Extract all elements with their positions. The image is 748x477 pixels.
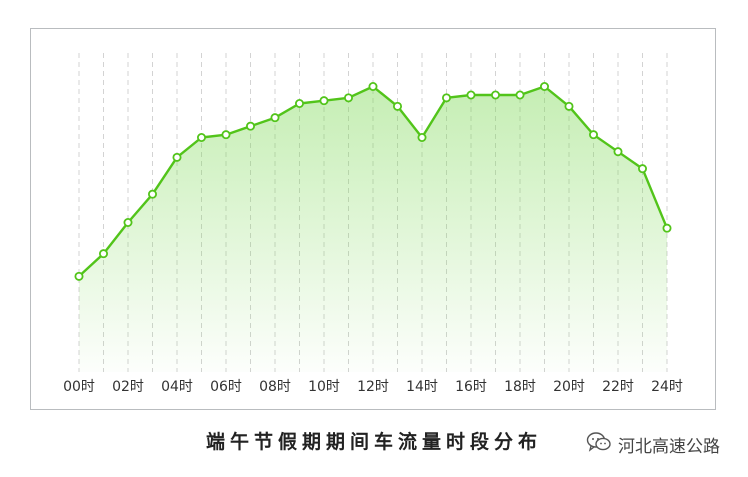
x-tick-label: 14时 <box>406 379 438 395</box>
chart-caption: 端午节假期期间车流量时段分布 <box>205 431 542 453</box>
data-point-20 <box>564 101 574 111</box>
data-point-7 <box>245 121 255 131</box>
data-point-19 <box>539 82 549 92</box>
data-point-5 <box>196 133 206 143</box>
data-point-23 <box>638 164 648 174</box>
data-point-10 <box>319 96 329 106</box>
wechat-icon <box>586 431 612 458</box>
watermark: 河北高速公路 <box>586 431 720 458</box>
x-tick-label: 04时 <box>161 379 193 395</box>
watermark-text: 河北高速公路 <box>618 436 720 457</box>
chart-card: 00时 02时 04时 06时 08时 10时 12时 14时 16时 18时 20时 22时 24时 <box>30 28 716 410</box>
data-point-6 <box>221 130 231 140</box>
data-point-13 <box>392 101 402 111</box>
data-point-21 <box>589 130 599 140</box>
x-tick-label: 16时 <box>455 379 487 395</box>
data-point-3 <box>148 189 158 199</box>
x-tick-label: 00时 <box>63 379 95 395</box>
data-point-11 <box>343 93 353 103</box>
data-point-4 <box>172 152 182 162</box>
data-point-16 <box>466 90 476 100</box>
data-point-9 <box>294 99 304 109</box>
data-point-0 <box>74 271 84 281</box>
data-point-8 <box>270 113 280 123</box>
data-point-12 <box>368 82 378 92</box>
line-chart: 00时 02时 04时 06时 08时 10时 12时 14时 16时 18时 20时 22时 24时 <box>63 53 683 395</box>
data-point-17 <box>490 90 500 100</box>
x-tick-label: 08时 <box>259 379 291 395</box>
area-fill <box>79 86 667 372</box>
x-tick-label: 20时 <box>553 379 585 395</box>
data-point-18 <box>515 90 525 100</box>
data-point-2 <box>123 217 133 227</box>
x-tick-label: 22时 <box>602 379 634 395</box>
x-tick-label: 02时 <box>112 379 144 395</box>
x-tick-label: 06时 <box>210 379 242 395</box>
data-point-22 <box>613 147 623 157</box>
data-point-24 <box>662 223 672 233</box>
x-tick-label: 10时 <box>308 379 340 395</box>
data-point-14 <box>417 133 427 143</box>
x-tick-label: 12时 <box>357 379 389 395</box>
x-tick-label: 18时 <box>504 379 536 395</box>
data-point-1 <box>99 249 109 259</box>
x-tick-label: 24时 <box>651 379 683 395</box>
data-point-15 <box>441 93 451 103</box>
